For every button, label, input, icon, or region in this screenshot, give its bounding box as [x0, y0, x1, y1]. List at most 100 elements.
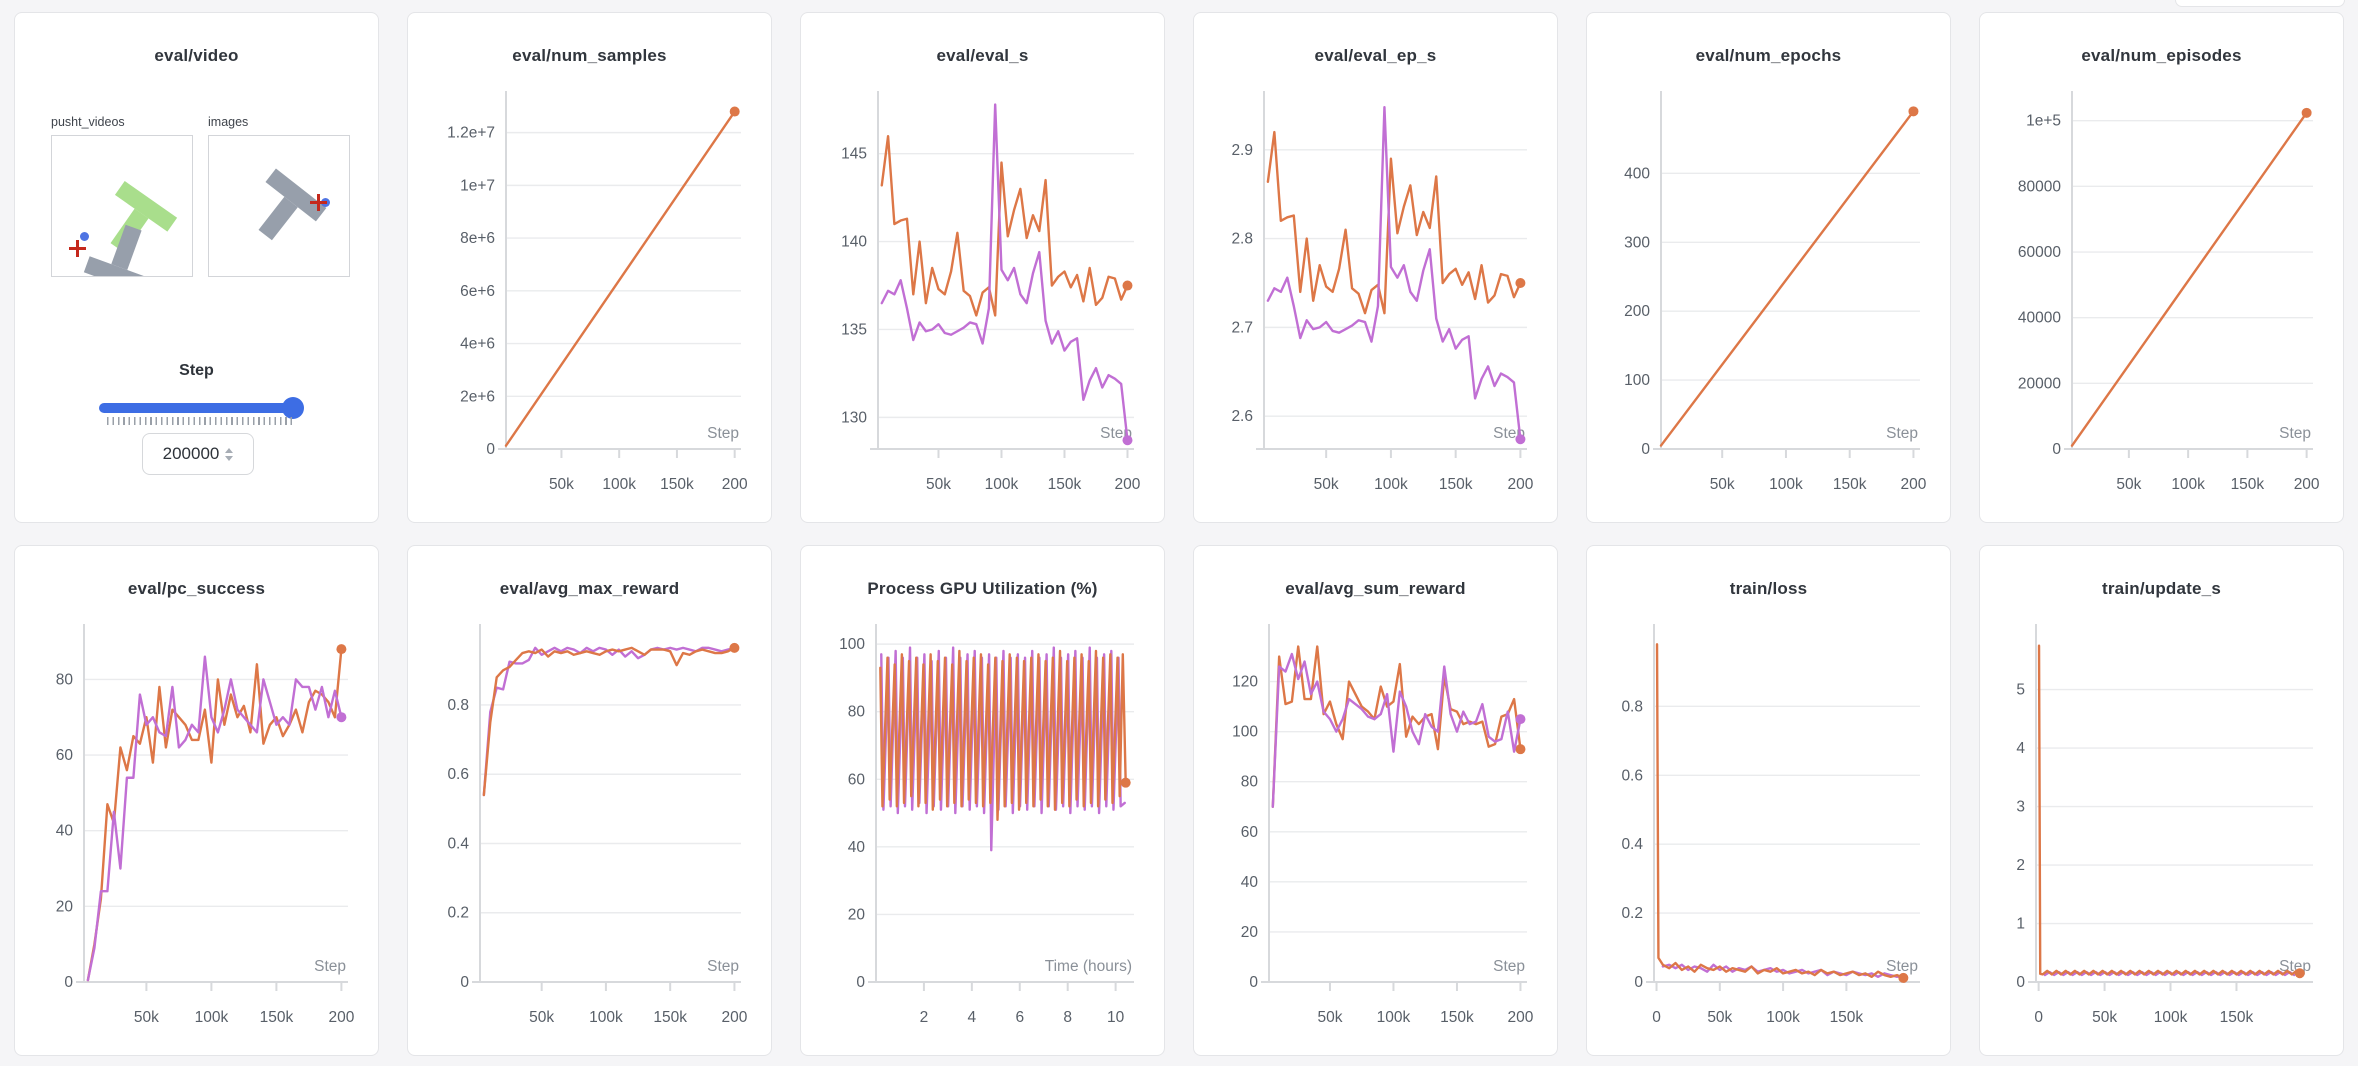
line-chart[interactable]: 0 20000 40000 60000 80000 1e+5 50k 100k 150k 200 S… — [1980, 75, 2343, 523]
svg-text:100k: 100k — [985, 476, 1019, 493]
svg-text:50k: 50k — [1314, 476, 1339, 493]
svg-text:300: 300 — [1624, 234, 1650, 251]
svg-text:4e+6: 4e+6 — [460, 336, 495, 353]
svg-text:0: 0 — [1652, 1009, 1661, 1026]
line-chart[interactable]: 0 2e+6 4e+6 6e+6 8e+6 1e+7 1.2e+7 50k 100k 150k 20… — [408, 75, 771, 523]
svg-text:0: 0 — [2052, 441, 2061, 458]
step-slider-thumb[interactable] — [282, 397, 304, 419]
svg-text:2: 2 — [2016, 857, 2025, 874]
panel-eval-num-epochs: eval/num_epochs 0 100 200 300 400 50k 100k 150k… — [1586, 12, 1951, 523]
svg-text:Time (hours): Time (hours) — [1045, 958, 1132, 975]
svg-text:1e+5: 1e+5 — [2026, 113, 2061, 130]
svg-text:100k: 100k — [589, 1009, 623, 1026]
svg-text:20: 20 — [848, 906, 866, 923]
svg-text:0: 0 — [1634, 974, 1643, 991]
svg-text:200: 200 — [2294, 476, 2320, 493]
video-thumbnail-images[interactable] — [208, 135, 350, 277]
number-spinner-icon[interactable] — [225, 447, 234, 461]
svg-text:150k: 150k — [1830, 1009, 1864, 1026]
panel-eval-avg-max-reward: eval/avg_max_reward 0 0.2 0.4 0.6 0.8 50k 100k… — [407, 545, 772, 1056]
svg-text:8: 8 — [1063, 1009, 1072, 1026]
line-chart[interactable]: 0 20 40 60 80 100 120 50k 100k 150k 200 Step — [1194, 608, 1557, 1056]
svg-text:50k: 50k — [926, 476, 951, 493]
agent-dot — [80, 232, 89, 241]
svg-text:40: 40 — [848, 839, 866, 856]
target-cross-icon — [310, 194, 327, 211]
svg-text:50k: 50k — [2116, 476, 2141, 493]
line-chart[interactable]: 0 20 40 60 80 100 2 4 6 8 10 Time (hours) — [801, 608, 1164, 1056]
svg-text:0: 0 — [486, 441, 495, 458]
svg-text:Step: Step — [2279, 425, 2311, 442]
svg-text:2e+6: 2e+6 — [460, 388, 495, 405]
svg-text:0.4: 0.4 — [447, 835, 469, 852]
svg-text:150k: 150k — [1048, 476, 1082, 493]
svg-text:135: 135 — [841, 321, 867, 338]
step-slider[interactable] — [99, 403, 301, 413]
panel-grid: eval/video pusht_videos images Step 2000… — [14, 12, 2344, 1056]
step-slider-caption: Step — [179, 362, 214, 379]
svg-text:50k: 50k — [549, 476, 574, 493]
panel-eval-pc-success: eval/pc_success 0 20 40 60 80 50k 100k 150k 200 S… — [14, 545, 379, 1056]
svg-text:100k: 100k — [1377, 1009, 1411, 1026]
svg-text:40: 40 — [56, 823, 74, 840]
line-chart[interactable]: 0 100 200 300 400 50k 100k 150k 200 Step — [1587, 75, 1950, 523]
svg-text:0.6: 0.6 — [1621, 767, 1643, 784]
line-chart[interactable]: 0 0.2 0.4 0.6 0.8 50k 100k 150k 200 Step — [408, 608, 771, 1056]
svg-text:Step: Step — [1886, 958, 1918, 975]
panel-title: eval/eval_ep_s — [1314, 46, 1437, 65]
video-thumbnail-pusht[interactable] — [51, 135, 193, 277]
svg-text:20: 20 — [1241, 924, 1259, 941]
svg-text:0: 0 — [460, 974, 469, 991]
svg-text:150k: 150k — [1440, 1009, 1474, 1026]
svg-text:20: 20 — [56, 898, 74, 915]
panel-title: train/loss — [1729, 579, 1808, 598]
line-chart[interactable]: 0 20 40 60 80 50k 100k 150k 200 Step — [15, 608, 378, 1056]
svg-text:60: 60 — [56, 747, 74, 764]
svg-text:2.8: 2.8 — [1231, 231, 1253, 248]
step-slider-ticks — [107, 417, 293, 425]
svg-text:80000: 80000 — [2018, 178, 2061, 195]
svg-text:100k: 100k — [2171, 476, 2205, 493]
svg-text:100k: 100k — [195, 1009, 229, 1026]
svg-text:0: 0 — [1641, 441, 1650, 458]
svg-text:0: 0 — [64, 974, 73, 991]
panel-title: eval/num_samples — [512, 46, 667, 65]
svg-text:50k: 50k — [1710, 476, 1735, 493]
media-label-images: images — [208, 115, 249, 129]
svg-text:150k: 150k — [1439, 476, 1473, 493]
svg-text:400: 400 — [1624, 165, 1650, 182]
svg-text:100k: 100k — [1374, 476, 1408, 493]
svg-text:10: 10 — [1107, 1009, 1125, 1026]
panel-title: eval/num_epochs — [1695, 46, 1842, 65]
svg-text:150k: 150k — [2220, 1009, 2254, 1026]
svg-text:6: 6 — [1015, 1009, 1024, 1026]
line-chart[interactable]: 0 0.2 0.4 0.6 0.8 0 50k 100k 150k Step — [1587, 608, 1950, 1056]
svg-text:100: 100 — [1232, 724, 1258, 741]
svg-text:4: 4 — [968, 1009, 977, 1026]
svg-text:150k: 150k — [2231, 476, 2265, 493]
panel-eval-eval-ep-s: eval/eval_ep_s 2.6 2.7 2.8 2.9 50k 100k 150k 20… — [1193, 12, 1558, 523]
svg-text:2.6: 2.6 — [1231, 408, 1253, 425]
svg-text:50k: 50k — [529, 1009, 554, 1026]
svg-text:150k: 150k — [1833, 476, 1867, 493]
step-number-input[interactable]: 200000 — [142, 433, 254, 475]
svg-text:200: 200 — [721, 1009, 747, 1026]
svg-text:50k: 50k — [2092, 1009, 2117, 1026]
svg-text:200: 200 — [1901, 476, 1927, 493]
panel-eval-num-samples: eval/num_samples 0 2e+6 4e+6 6e+6 8e+6 1e+7 1.… — [407, 12, 772, 523]
svg-text:6e+6: 6e+6 — [460, 283, 495, 300]
svg-text:40000: 40000 — [2018, 310, 2061, 327]
svg-text:5: 5 — [2016, 682, 2025, 699]
partial-panel-above — [2175, 0, 2345, 7]
svg-text:Step: Step — [707, 958, 739, 975]
panel-process-gpu-utilization: Process GPU Utilization (%) 0 20 40 60 80 100… — [800, 545, 1165, 1056]
panel-title: train/update_s — [2102, 579, 2221, 598]
panel-title: eval/eval_s — [936, 46, 1029, 65]
svg-text:60: 60 — [1241, 824, 1259, 841]
svg-text:130: 130 — [841, 409, 867, 426]
svg-text:200: 200 — [328, 1009, 354, 1026]
media-label-pusht-videos: pusht_videos — [51, 115, 125, 129]
